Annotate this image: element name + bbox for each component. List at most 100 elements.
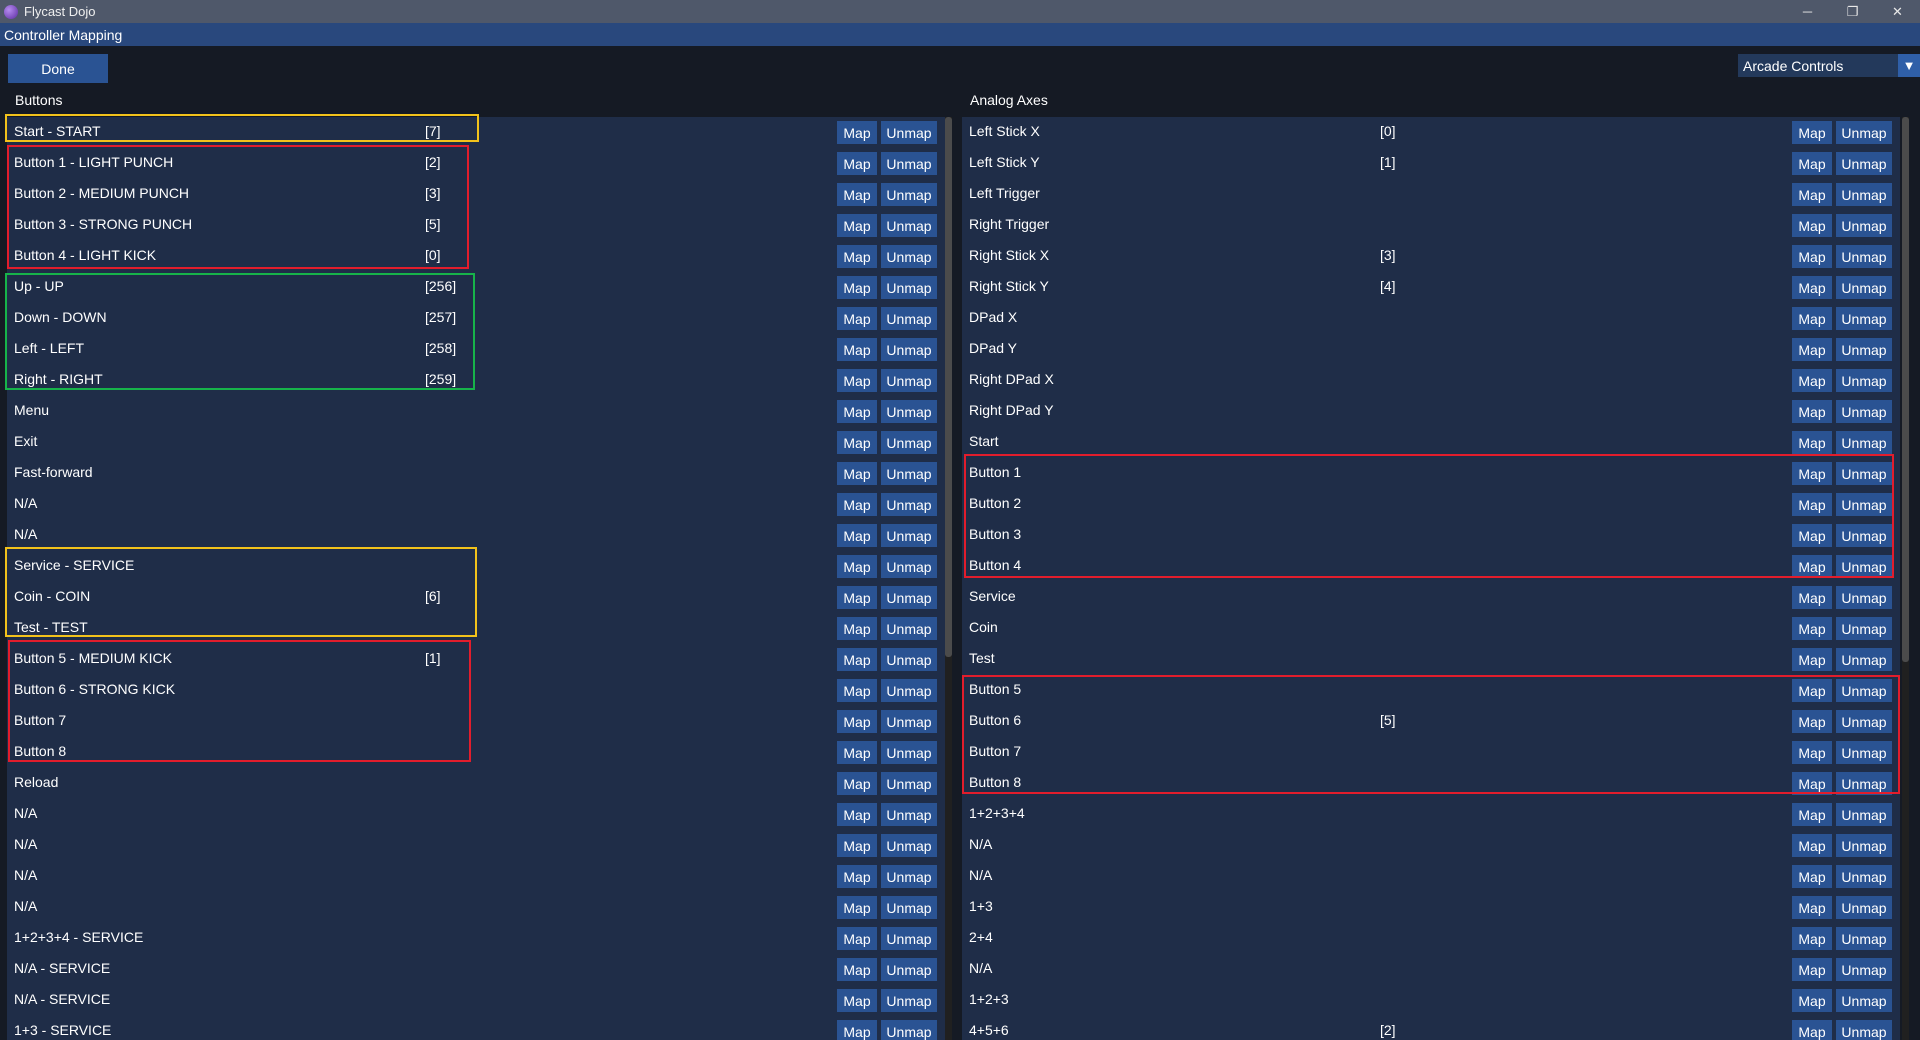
unmap-button[interactable]: Unmap xyxy=(881,679,937,702)
map-button[interactable]: Map xyxy=(1792,431,1832,454)
done-button[interactable]: Done xyxy=(8,54,108,83)
unmap-button[interactable]: Unmap xyxy=(1836,338,1892,361)
unmap-button[interactable]: Unmap xyxy=(1836,586,1892,609)
unmap-button[interactable]: Unmap xyxy=(1836,493,1892,516)
unmap-button[interactable]: Unmap xyxy=(881,927,937,950)
unmap-button[interactable]: Unmap xyxy=(1836,307,1892,330)
unmap-button[interactable]: Unmap xyxy=(1836,183,1892,206)
unmap-button[interactable]: Unmap xyxy=(1836,927,1892,950)
unmap-button[interactable]: Unmap xyxy=(881,524,937,547)
map-button[interactable]: Map xyxy=(1792,152,1832,175)
map-button[interactable]: Map xyxy=(1792,121,1832,144)
map-button[interactable]: Map xyxy=(1792,1020,1832,1040)
map-button[interactable]: Map xyxy=(1792,741,1832,764)
unmap-button[interactable]: Unmap xyxy=(881,338,937,361)
map-button[interactable]: Map xyxy=(837,896,877,919)
map-button[interactable]: Map xyxy=(1792,958,1832,981)
map-button[interactable]: Map xyxy=(1792,524,1832,547)
mapping-mode-dropdown[interactable]: Arcade Controls ▼ xyxy=(1738,54,1920,77)
map-button[interactable]: Map xyxy=(837,555,877,578)
unmap-button[interactable]: Unmap xyxy=(881,369,937,392)
unmap-button[interactable]: Unmap xyxy=(881,307,937,330)
map-button[interactable]: Map xyxy=(837,369,877,392)
map-button[interactable]: Map xyxy=(1792,555,1832,578)
unmap-button[interactable]: Unmap xyxy=(881,555,937,578)
map-button[interactable]: Map xyxy=(837,710,877,733)
map-button[interactable]: Map xyxy=(837,617,877,640)
map-button[interactable]: Map xyxy=(837,1020,877,1040)
map-button[interactable]: Map xyxy=(837,121,877,144)
map-button[interactable]: Map xyxy=(1792,369,1832,392)
map-button[interactable]: Map xyxy=(837,865,877,888)
unmap-button[interactable]: Unmap xyxy=(881,493,937,516)
map-button[interactable]: Map xyxy=(1792,648,1832,671)
unmap-button[interactable]: Unmap xyxy=(1836,276,1892,299)
unmap-button[interactable]: Unmap xyxy=(881,648,937,671)
unmap-button[interactable]: Unmap xyxy=(1836,214,1892,237)
map-button[interactable]: Map xyxy=(1792,400,1832,423)
map-button[interactable]: Map xyxy=(1792,896,1832,919)
unmap-button[interactable]: Unmap xyxy=(1836,121,1892,144)
map-button[interactable]: Map xyxy=(1792,772,1832,795)
unmap-button[interactable]: Unmap xyxy=(1836,803,1892,826)
map-button[interactable]: Map xyxy=(1792,493,1832,516)
map-button[interactable]: Map xyxy=(837,989,877,1012)
unmap-button[interactable]: Unmap xyxy=(1836,245,1892,268)
unmap-button[interactable]: Unmap xyxy=(881,741,937,764)
unmap-button[interactable]: Unmap xyxy=(1836,400,1892,423)
unmap-button[interactable]: Unmap xyxy=(1836,369,1892,392)
map-button[interactable]: Map xyxy=(837,431,877,454)
axes-scroll-thumb[interactable] xyxy=(1902,117,1909,662)
map-button[interactable]: Map xyxy=(837,803,877,826)
unmap-button[interactable]: Unmap xyxy=(881,896,937,919)
unmap-button[interactable]: Unmap xyxy=(1836,772,1892,795)
unmap-button[interactable]: Unmap xyxy=(1836,1020,1892,1040)
unmap-button[interactable]: Unmap xyxy=(1836,524,1892,547)
map-button[interactable]: Map xyxy=(1792,865,1832,888)
unmap-button[interactable]: Unmap xyxy=(881,121,937,144)
map-button[interactable]: Map xyxy=(837,679,877,702)
map-button[interactable]: Map xyxy=(837,927,877,950)
map-button[interactable]: Map xyxy=(837,245,877,268)
unmap-button[interactable]: Unmap xyxy=(1836,958,1892,981)
unmap-button[interactable]: Unmap xyxy=(1836,989,1892,1012)
unmap-button[interactable]: Unmap xyxy=(881,958,937,981)
map-button[interactable]: Map xyxy=(1792,245,1832,268)
map-button[interactable]: Map xyxy=(1792,927,1832,950)
unmap-button[interactable]: Unmap xyxy=(881,214,937,237)
axes-scrollbar[interactable] xyxy=(1902,117,1909,1040)
map-button[interactable]: Map xyxy=(837,462,877,485)
unmap-button[interactable]: Unmap xyxy=(881,989,937,1012)
unmap-button[interactable]: Unmap xyxy=(881,617,937,640)
map-button[interactable]: Map xyxy=(1792,183,1832,206)
unmap-button[interactable]: Unmap xyxy=(881,772,937,795)
map-button[interactable]: Map xyxy=(837,338,877,361)
unmap-button[interactable]: Unmap xyxy=(1836,741,1892,764)
restore-icon[interactable]: ❐ xyxy=(1846,3,1859,19)
unmap-button[interactable]: Unmap xyxy=(1836,834,1892,857)
unmap-button[interactable]: Unmap xyxy=(1836,617,1892,640)
unmap-button[interactable]: Unmap xyxy=(881,1020,937,1040)
map-button[interactable]: Map xyxy=(837,183,877,206)
map-button[interactable]: Map xyxy=(837,400,877,423)
unmap-button[interactable]: Unmap xyxy=(1836,648,1892,671)
unmap-button[interactable]: Unmap xyxy=(881,586,937,609)
chevron-down-icon[interactable]: ▼ xyxy=(1898,54,1920,77)
unmap-button[interactable]: Unmap xyxy=(881,462,937,485)
unmap-button[interactable]: Unmap xyxy=(881,245,937,268)
map-button[interactable]: Map xyxy=(837,648,877,671)
minimize-icon[interactable]: ─ xyxy=(1802,4,1813,19)
unmap-button[interactable]: Unmap xyxy=(881,865,937,888)
unmap-button[interactable]: Unmap xyxy=(1836,555,1892,578)
map-button[interactable]: Map xyxy=(837,958,877,981)
map-button[interactable]: Map xyxy=(837,307,877,330)
buttons-scroll-thumb[interactable] xyxy=(945,117,952,657)
unmap-button[interactable]: Unmap xyxy=(881,431,937,454)
map-button[interactable]: Map xyxy=(837,493,877,516)
unmap-button[interactable]: Unmap xyxy=(881,710,937,733)
map-button[interactable]: Map xyxy=(837,834,877,857)
map-button[interactable]: Map xyxy=(837,276,877,299)
unmap-button[interactable]: Unmap xyxy=(881,152,937,175)
map-button[interactable]: Map xyxy=(1792,214,1832,237)
map-button[interactable]: Map xyxy=(1792,307,1832,330)
